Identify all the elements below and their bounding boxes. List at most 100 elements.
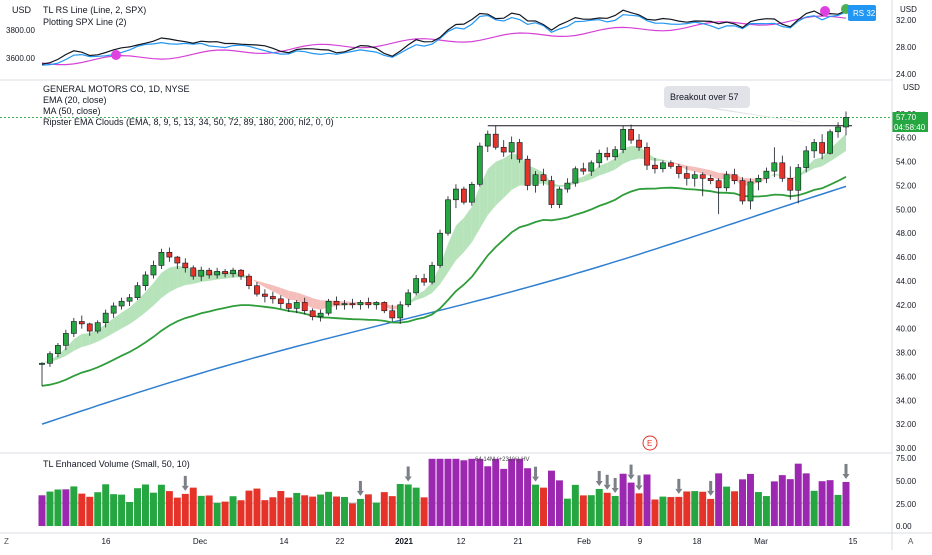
volume-bar[interactable]	[205, 495, 213, 526]
volume-bar[interactable]	[364, 494, 372, 526]
candle[interactable]	[277, 295, 284, 309]
candle[interactable]	[795, 163, 802, 204]
candle[interactable]	[644, 142, 650, 170]
volume-bar[interactable]	[540, 487, 547, 526]
candle[interactable]	[55, 342, 61, 358]
price-legend-symbol[interactable]: GENERAL MOTORS CO, 1D, NYSE	[43, 84, 190, 94]
volume-bar[interactable]	[269, 497, 277, 526]
candle[interactable]	[421, 273, 427, 286]
candle[interactable]	[182, 258, 189, 273]
axis-left-button[interactable]: Z	[4, 537, 9, 546]
candle[interactable]	[126, 294, 133, 306]
candle[interactable]	[166, 247, 173, 262]
candle[interactable]	[150, 260, 157, 279]
volume-bar[interactable]	[571, 484, 579, 526]
candle[interactable]	[747, 178, 754, 210]
gm-price-line[interactable]	[41, 9, 847, 65]
volume-bar[interactable]	[189, 487, 197, 526]
volume-bar[interactable]	[404, 484, 412, 526]
candle[interactable]	[381, 301, 388, 314]
volume-bar[interactable]	[102, 484, 110, 526]
candle[interactable]	[301, 297, 308, 315]
volume-bar[interactable]	[110, 494, 118, 526]
candle[interactable]	[357, 300, 364, 310]
candle[interactable]	[437, 229, 443, 268]
candle[interactable]	[739, 177, 746, 205]
axis-right-button[interactable]: A	[908, 537, 914, 546]
candle[interactable]	[78, 315, 85, 329]
candle[interactable]	[556, 186, 563, 209]
candle[interactable]	[349, 298, 356, 309]
price-legend-clouds[interactable]: Ripster EMA Clouds (EMA, 8, 9, 5, 13, 34…	[43, 117, 334, 127]
candle[interactable]	[102, 309, 109, 328]
volume-bar[interactable]	[62, 489, 70, 526]
volume-bar[interactable]	[134, 488, 142, 526]
volume-bar[interactable]	[356, 498, 364, 526]
candle[interactable]	[158, 248, 165, 269]
volume-bar[interactable]	[460, 460, 468, 526]
volume-bar[interactable]	[532, 484, 540, 526]
volume-bar[interactable]	[834, 494, 842, 526]
candle[interactable]	[484, 130, 491, 153]
candle[interactable]	[652, 158, 658, 174]
candle[interactable]	[516, 138, 523, 163]
candle[interactable]	[39, 362, 45, 386]
volume-bar[interactable]	[619, 473, 627, 526]
volume-bar[interactable]	[691, 491, 699, 526]
volume-bar[interactable]	[651, 499, 659, 526]
candle[interactable]	[588, 160, 595, 176]
volume-bar[interactable]	[595, 488, 603, 526]
volume-bar[interactable]	[197, 495, 205, 526]
candle[interactable]	[110, 302, 117, 318]
volume-bar[interactable]	[436, 458, 444, 526]
candle[interactable]	[580, 162, 587, 175]
candle[interactable]	[612, 146, 619, 161]
volume-bar[interactable]	[94, 492, 102, 526]
candle[interactable]	[453, 184, 459, 209]
volume-bar[interactable]	[516, 458, 524, 526]
volume-bar[interactable]	[643, 474, 651, 526]
volume-bar[interactable]	[229, 496, 237, 526]
candle[interactable]	[675, 163, 682, 179]
volume-bar[interactable]	[468, 458, 476, 526]
candle[interactable]	[763, 167, 770, 184]
volume-bar[interactable]	[173, 497, 181, 526]
volume-bar[interactable]	[325, 491, 333, 526]
candle[interactable]	[254, 282, 260, 297]
candle[interactable]	[564, 178, 571, 193]
volume-bar[interactable]	[667, 497, 675, 526]
volume-bar[interactable]	[253, 488, 261, 526]
candle[interactable]	[811, 138, 818, 159]
candle[interactable]	[827, 129, 833, 155]
volume-bar[interactable]	[86, 496, 94, 526]
volume-bar[interactable]	[444, 458, 452, 526]
volume-bar[interactable]	[587, 495, 595, 526]
candle[interactable]	[548, 175, 555, 209]
volume-bar[interactable]	[396, 484, 404, 526]
candle[interactable]	[325, 298, 332, 316]
candle[interactable]	[198, 266, 205, 281]
candle[interactable]	[508, 136, 515, 160]
volume-bar[interactable]	[165, 491, 173, 526]
candle[interactable]	[405, 289, 412, 308]
candle[interactable]	[413, 274, 420, 296]
candle[interactable]	[445, 196, 451, 236]
candle[interactable]	[476, 142, 483, 187]
candle[interactable]	[620, 125, 626, 154]
candle[interactable]	[492, 125, 499, 150]
candle[interactable]	[755, 174, 762, 191]
volume-bar[interactable]	[54, 489, 62, 526]
volume-bar[interactable]	[70, 486, 78, 526]
volume-legend[interactable]: TL Enhanced Volume (Small, 50, 10)	[43, 459, 190, 469]
volume-bar[interactable]	[500, 468, 508, 526]
candle[interactable]	[206, 267, 213, 279]
candle[interactable]	[262, 289, 268, 303]
volume-bar[interactable]	[707, 498, 715, 526]
candle[interactable]	[524, 155, 531, 191]
candle[interactable]	[500, 140, 507, 157]
candle[interactable]	[309, 308, 316, 321]
volume-bar[interactable]	[524, 468, 532, 526]
candle[interactable]	[134, 282, 141, 301]
volume-bar[interactable]	[563, 498, 571, 526]
